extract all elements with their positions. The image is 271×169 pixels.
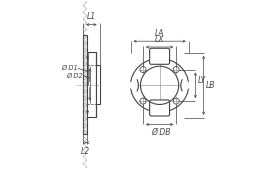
Bar: [96, 65, 100, 104]
Text: LX: LX: [155, 35, 164, 44]
Text: Ø D1: Ø D1: [61, 65, 78, 71]
FancyBboxPatch shape: [150, 48, 170, 64]
Text: LB: LB: [206, 81, 216, 90]
Text: LA: LA: [155, 29, 164, 38]
Wedge shape: [125, 80, 138, 91]
Bar: [87, 52, 96, 117]
Text: L2: L2: [80, 147, 89, 156]
Wedge shape: [181, 80, 194, 91]
Bar: [83, 35, 87, 134]
FancyBboxPatch shape: [150, 100, 170, 116]
Text: L1: L1: [87, 11, 96, 20]
Text: LY: LY: [198, 76, 206, 85]
Text: Ø D2: Ø D2: [67, 73, 83, 79]
Text: Ø DB: Ø DB: [151, 128, 171, 137]
